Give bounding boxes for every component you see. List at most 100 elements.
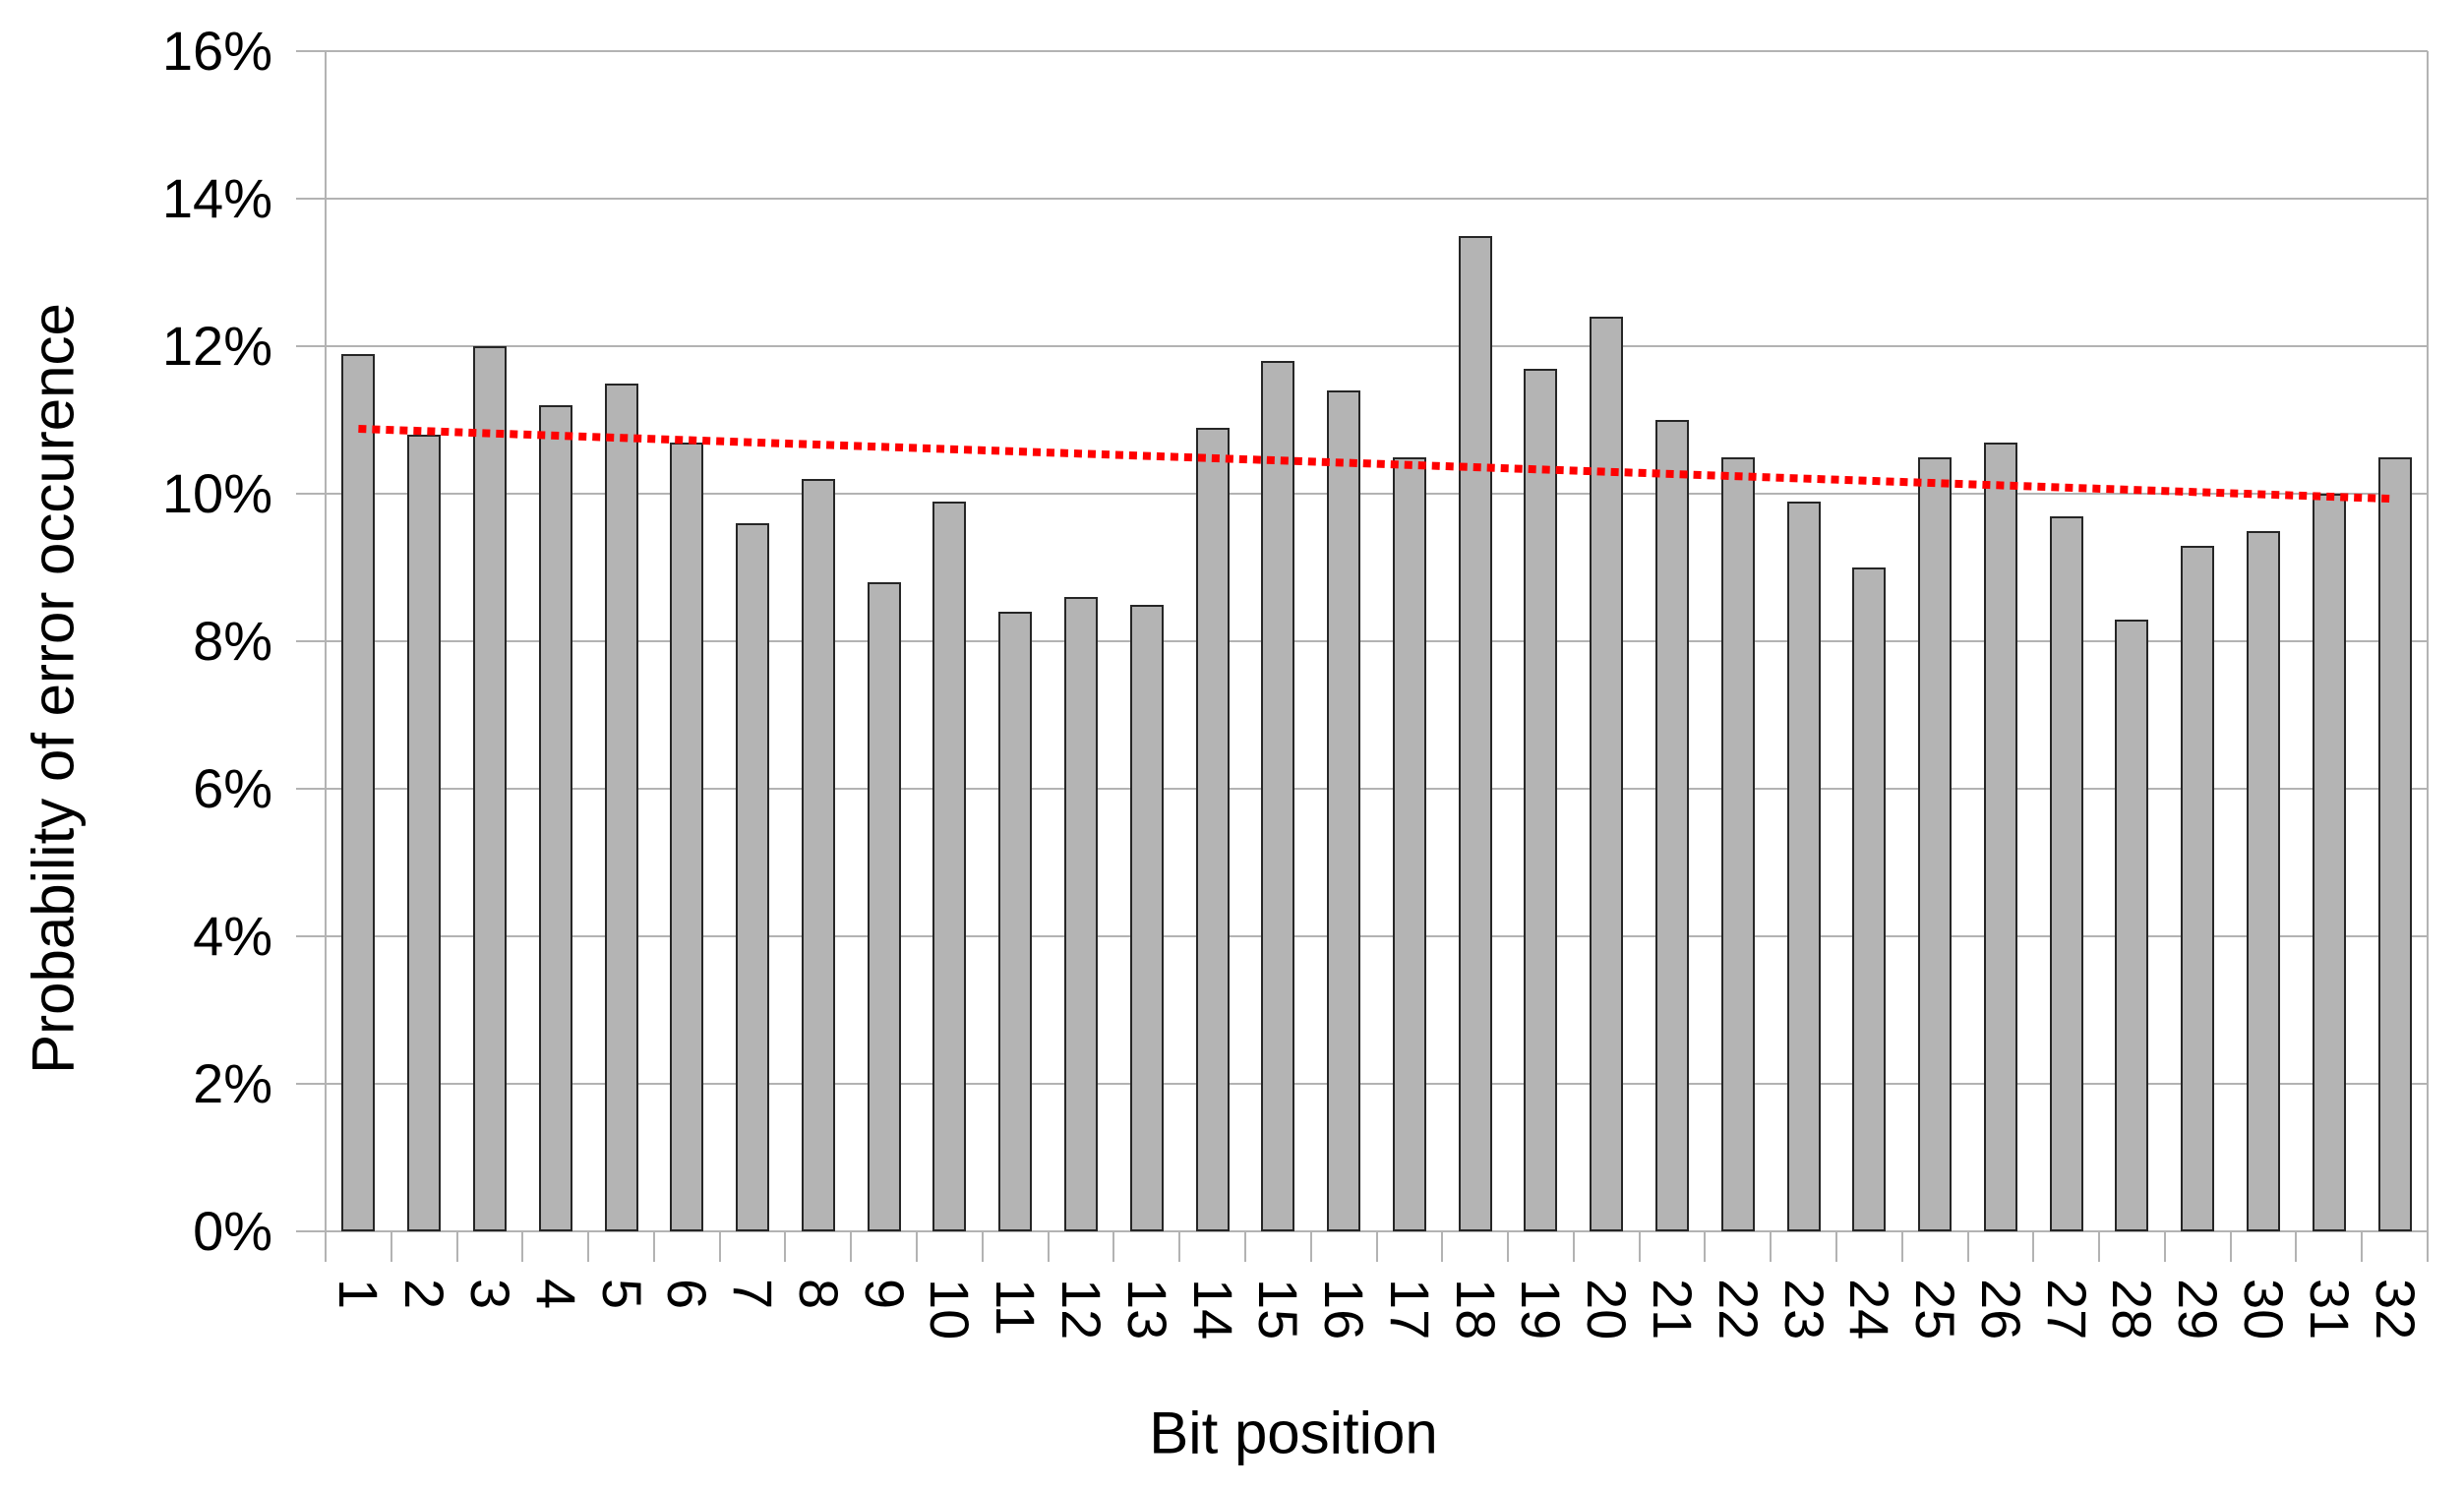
- bar: [1720, 456, 1755, 1231]
- bar: [2247, 530, 2281, 1231]
- x-axis-tick: [718, 1231, 721, 1262]
- x-tick-label: 30: [2233, 1279, 2296, 1341]
- x-axis-tick: [2361, 1231, 2364, 1262]
- x-axis-tick: [850, 1231, 853, 1262]
- x-tick-label: 25: [1904, 1279, 1967, 1341]
- x-axis-tick: [1047, 1231, 1050, 1262]
- y-tick-label: 14%: [161, 167, 272, 229]
- y-axis-tick: [296, 1230, 326, 1232]
- bar: [341, 353, 376, 1231]
- x-tick-label: 16: [1313, 1279, 1376, 1341]
- x-axis-tick: [981, 1231, 984, 1262]
- y-gridline: [326, 935, 2428, 937]
- bar: [2312, 494, 2346, 1231]
- bar: [472, 346, 507, 1231]
- y-gridline: [326, 50, 2428, 52]
- x-axis-tick: [1770, 1231, 1773, 1262]
- y-tick-label: 8%: [193, 610, 272, 672]
- bar: [2181, 545, 2215, 1231]
- x-tick-label: 23: [1773, 1279, 1835, 1341]
- bar: [1655, 420, 1690, 1231]
- bar: [1327, 390, 1361, 1231]
- x-axis-tick: [325, 1231, 327, 1262]
- x-axis-tick: [1507, 1231, 1510, 1262]
- y-tick-label: 0%: [193, 1200, 272, 1262]
- x-tick-label: 5: [590, 1279, 653, 1310]
- x-tick-label: 9: [853, 1279, 916, 1310]
- bar: [1918, 456, 1953, 1231]
- y-axis-tick: [296, 788, 326, 790]
- y-tick-label: 12%: [161, 315, 272, 377]
- y-tick-label: 16%: [161, 20, 272, 82]
- x-axis-tick: [1704, 1231, 1707, 1262]
- x-tick-label: 15: [1247, 1279, 1310, 1341]
- y-gridline: [326, 640, 2428, 642]
- y-gridline: [326, 493, 2428, 495]
- x-axis-tick: [1638, 1231, 1641, 1262]
- x-axis-tick: [1441, 1231, 1444, 1262]
- x-axis-tick: [2295, 1231, 2298, 1262]
- y-tick-label: 6%: [193, 757, 272, 819]
- x-tick-label: 18: [1444, 1279, 1507, 1341]
- x-axis-tick: [455, 1231, 458, 1262]
- y-gridline: [326, 198, 2428, 200]
- y-axis-tick: [296, 935, 326, 937]
- x-axis-tick: [1309, 1231, 1312, 1262]
- bar: [1129, 604, 1164, 1231]
- y-axis-tick: [296, 198, 326, 200]
- bar: [1786, 501, 1821, 1231]
- x-tick-label: 10: [919, 1279, 982, 1341]
- bar: [867, 582, 901, 1231]
- x-tick-label: 20: [1576, 1279, 1639, 1341]
- x-tick-label: 14: [1181, 1279, 1244, 1341]
- x-tick-label: 22: [1707, 1279, 1770, 1341]
- y-axis-tick: [296, 50, 326, 52]
- x-axis-tick: [1834, 1231, 1837, 1262]
- bar: [1983, 442, 2017, 1231]
- x-tick-label: 29: [2167, 1279, 2230, 1341]
- x-axis-tick: [784, 1231, 787, 1262]
- bar: [736, 523, 770, 1231]
- x-tick-label: 7: [722, 1279, 785, 1310]
- x-axis-tick: [1966, 1231, 1969, 1262]
- x-axis-title: Bit position: [1149, 1400, 1438, 1466]
- bar: [1195, 427, 1230, 1231]
- bar: [2049, 515, 2083, 1231]
- y-gridline: [326, 345, 2428, 347]
- plot-right-border: [2427, 51, 2429, 1231]
- x-axis-tick: [587, 1231, 590, 1262]
- x-tick-label: 11: [985, 1279, 1048, 1337]
- bar: [1261, 361, 1295, 1231]
- bar: [1852, 567, 1887, 1231]
- x-axis-tick: [1178, 1231, 1181, 1262]
- y-tick-label: 10%: [161, 462, 272, 524]
- x-axis-tick: [2032, 1231, 2035, 1262]
- bar: [538, 405, 572, 1231]
- x-axis-tick: [1375, 1231, 1378, 1262]
- x-tick-label: 19: [1510, 1279, 1573, 1341]
- x-tick-label: 6: [656, 1279, 719, 1310]
- y-axis-tick: [296, 640, 326, 642]
- x-tick-label: 3: [458, 1279, 521, 1310]
- x-tick-label: 17: [1378, 1279, 1441, 1341]
- bar: [932, 501, 967, 1231]
- x-tick-label: 32: [2364, 1279, 2427, 1341]
- x-axis-tick: [1572, 1231, 1575, 1262]
- bar: [407, 435, 442, 1231]
- x-tick-label: 1: [328, 1279, 391, 1310]
- x-axis-tick: [1243, 1231, 1246, 1262]
- x-axis-tick: [1900, 1231, 1903, 1262]
- x-axis-tick: [916, 1231, 919, 1262]
- x-axis-tick: [652, 1231, 655, 1262]
- x-tick-label: 26: [1969, 1279, 2032, 1341]
- y-gridline: [326, 1083, 2428, 1085]
- bar: [1458, 235, 1492, 1231]
- x-axis-tick: [2163, 1231, 2166, 1262]
- bar: [1392, 456, 1426, 1231]
- bar: [2377, 456, 2412, 1231]
- y-axis-tick: [296, 1083, 326, 1085]
- x-tick-label: 27: [2035, 1279, 2098, 1341]
- x-axis-tick: [2229, 1231, 2232, 1262]
- bar: [1524, 368, 1558, 1231]
